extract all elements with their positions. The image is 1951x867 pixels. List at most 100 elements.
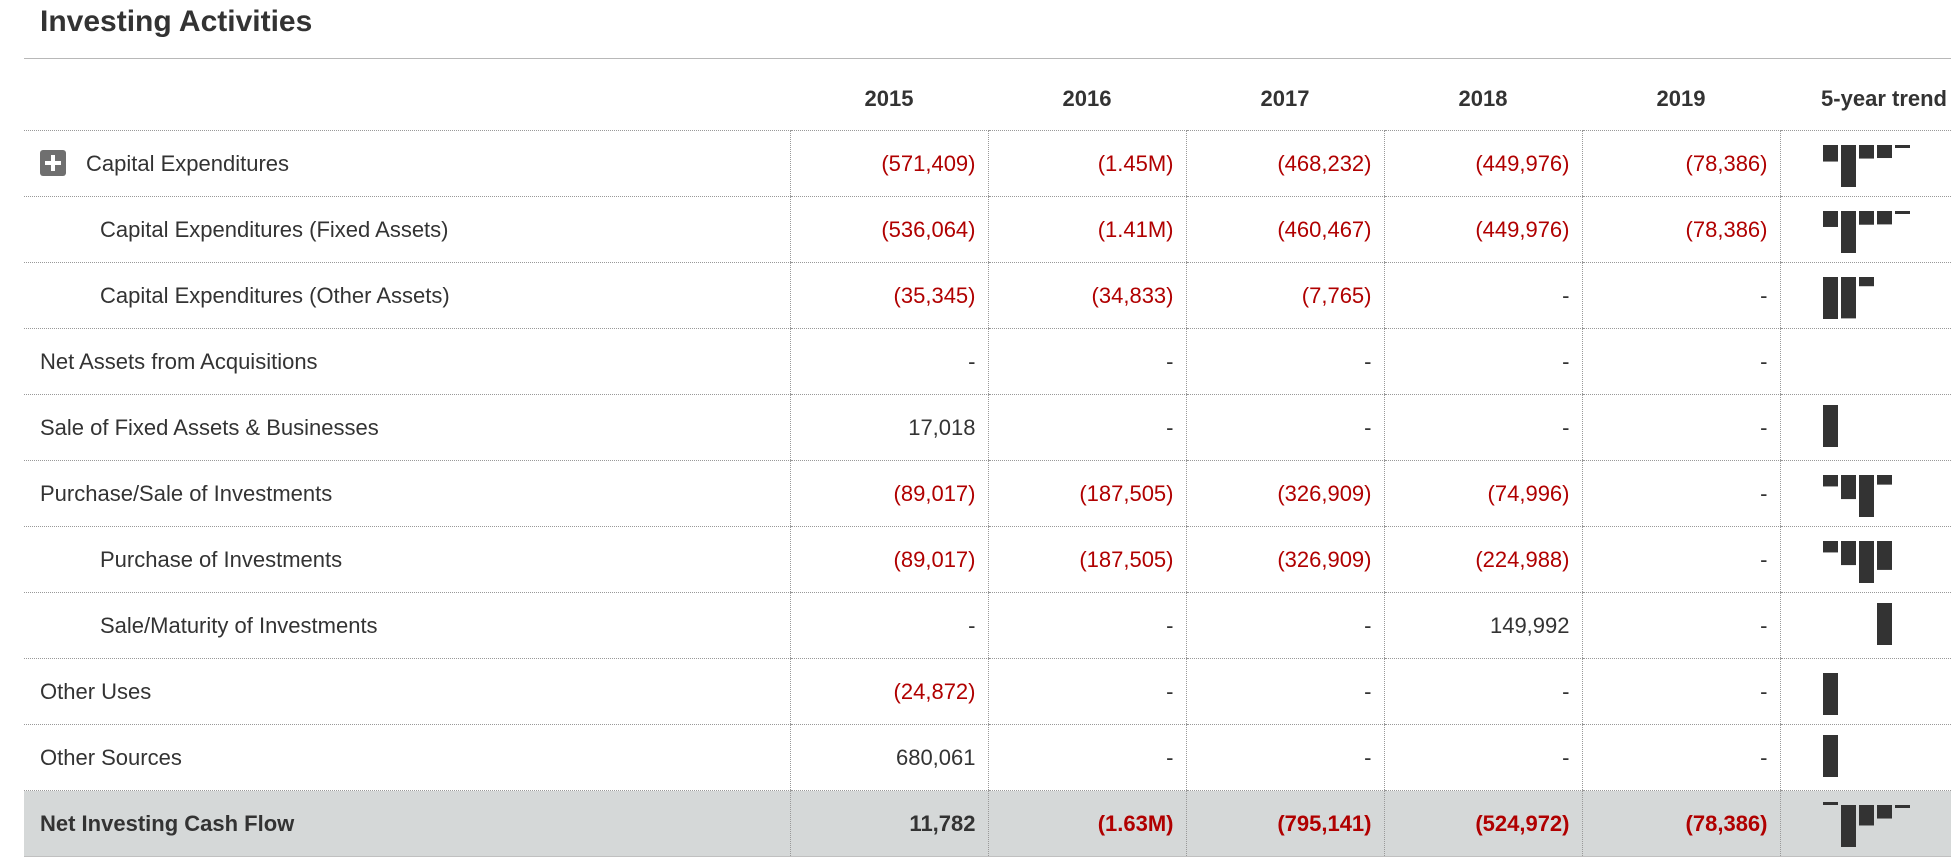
value-cell-2018: - <box>1383 262 1582 329</box>
sparkline-bar <box>1858 540 1874 583</box>
value-cell-2015: (571,409) <box>789 130 988 197</box>
sparkline-bar <box>1840 210 1856 253</box>
row-label-cell: Net Investing Cash Flow <box>24 790 790 857</box>
sparkline-chart <box>1822 210 1910 253</box>
sparkline-bar <box>1822 801 1838 805</box>
value-cell-2019: - <box>1581 658 1780 725</box>
value-cell-2015: (24,872) <box>789 658 988 725</box>
value-cell-2018: (524,972) <box>1383 790 1582 857</box>
value-cell-2016: - <box>987 724 1186 791</box>
sparkline-chart <box>1822 672 1838 715</box>
row-label-cell: Other Sources <box>24 724 790 791</box>
table-row[interactable]: Capital Expenditures (571,409) (1.45M) (468… <box>24 130 1951 197</box>
column-header-2018[interactable]: 2018 <box>1384 68 1582 131</box>
row-label: Capital Expenditures (Other Assets) <box>100 282 450 308</box>
value-cell-2018: - <box>1383 724 1582 791</box>
total-row: Net Investing Cash Flow 11,782 (1.63M) (795… <box>24 790 1951 857</box>
sparkline-chart <box>1822 404 1838 447</box>
sparkline-bar <box>1876 540 1892 570</box>
sparkline-chart <box>1822 734 1838 777</box>
value-cell-2016: - <box>987 658 1186 725</box>
trend-cell <box>1779 328 1951 395</box>
column-header-2016[interactable]: 2016 <box>988 68 1186 131</box>
value-cell-2019: - <box>1581 262 1780 329</box>
value-cell-2019: - <box>1581 526 1780 593</box>
column-header-2019[interactable]: 2019 <box>1582 68 1780 131</box>
value-cell-2018: - <box>1383 658 1582 725</box>
header-row: 2015 2016 2017 2018 2019 5-year trend <box>24 68 1951 131</box>
trend-cell <box>1779 460 1951 527</box>
sparkline-bar <box>1840 540 1856 565</box>
row-label-cell: Other Uses <box>24 658 790 725</box>
row-label: Net Assets from Acquisitions <box>40 348 318 374</box>
sparkline-bar <box>1822 404 1838 447</box>
value-cell-2015: - <box>789 328 988 395</box>
value-cell-2015: 11,782 <box>789 790 988 857</box>
row-label: Net Investing Cash Flow <box>40 810 295 836</box>
sparkline-bar <box>1858 210 1874 225</box>
sparkline-bar <box>1894 144 1910 148</box>
value-cell-2018: 149,992 <box>1383 592 1582 659</box>
row-label: Sale of Fixed Assets & Businesses <box>40 414 379 440</box>
table-row: Net Assets from Acquisitions - - - - - <box>24 328 1951 395</box>
table-row: Other Sources 680,061- - - - <box>24 724 1951 791</box>
trend-cell <box>1779 130 1951 197</box>
value-cell-2019: - <box>1581 328 1780 395</box>
trend-cell <box>1779 262 1951 329</box>
sparkline-bar <box>1858 144 1874 159</box>
row-label: Sale/Maturity of Investments <box>100 612 378 638</box>
sparkline-chart <box>1822 276 1874 319</box>
value-cell-2019: (78,386) <box>1581 790 1780 857</box>
row-label: Purchase of Investments <box>100 546 343 572</box>
value-cell-2017: - <box>1185 592 1384 659</box>
value-cell-2017: (795,141) <box>1185 790 1384 857</box>
title-divider <box>24 58 1951 59</box>
sparkline-bar <box>1876 602 1892 645</box>
row-label-cell: Purchase/Sale of Investments <box>24 460 790 527</box>
expand-plus-icon[interactable] <box>40 149 66 176</box>
sparkline-bar <box>1840 804 1856 847</box>
trend-cell <box>1779 526 1951 593</box>
header-label-cell <box>24 68 790 131</box>
sparkline-bar <box>1840 474 1856 499</box>
value-cell-2015: 17,018 <box>789 394 988 461</box>
table-row: Capital Expenditures (Fixed Assets) (536,… <box>24 196 1951 263</box>
sparkline-bar <box>1894 210 1910 214</box>
value-cell-2016: - <box>987 328 1186 395</box>
sparkline-bar <box>1822 276 1838 319</box>
table-row: Purchase/Sale of Investments (89,017) (187… <box>24 460 1951 527</box>
value-cell-2018: - <box>1383 328 1582 395</box>
value-cell-2019: (78,386) <box>1581 130 1780 197</box>
value-cell-2016: - <box>987 394 1186 461</box>
row-label-cell: Sale of Fixed Assets & Businesses <box>24 394 790 461</box>
trend-cell <box>1779 790 1951 857</box>
sparkline-bar <box>1858 804 1874 825</box>
value-cell-2016: (1.45M) <box>987 130 1186 197</box>
value-cell-2017: - <box>1185 394 1384 461</box>
row-label-cell: Capital Expenditures <box>24 130 790 197</box>
value-cell-2015: (35,345) <box>789 262 988 329</box>
value-cell-2016: (34,833) <box>987 262 1186 329</box>
row-label: Capital Expenditures <box>86 150 290 176</box>
value-cell-2015: 680,061 <box>789 724 988 791</box>
trend-cell <box>1779 592 1951 659</box>
value-cell-2017: (460,467) <box>1185 196 1384 263</box>
value-cell-2017: - <box>1185 724 1384 791</box>
investing-activities-table: 2015 2016 2017 2018 2019 5-year trend Ca… <box>24 68 1951 857</box>
sparkline-chart <box>1822 474 1892 517</box>
section-title: Investing Activities <box>40 5 313 38</box>
sparkline-chart <box>1822 801 1910 847</box>
sparkline-bar <box>1822 540 1838 552</box>
sparkline-chart <box>1822 540 1892 583</box>
value-cell-2017: - <box>1185 328 1384 395</box>
sparkline-bar <box>1894 804 1910 808</box>
column-header-2015[interactable]: 2015 <box>790 68 988 131</box>
value-cell-2017: (7,765) <box>1185 262 1384 329</box>
trend-cell <box>1779 724 1951 791</box>
value-cell-2019: - <box>1581 592 1780 659</box>
value-cell-2019: - <box>1581 394 1780 461</box>
sparkline-bar <box>1858 474 1874 517</box>
sparkline-chart <box>1876 602 1892 645</box>
column-header-2017[interactable]: 2017 <box>1186 68 1384 131</box>
sparkline-chart <box>1821 337 1911 387</box>
